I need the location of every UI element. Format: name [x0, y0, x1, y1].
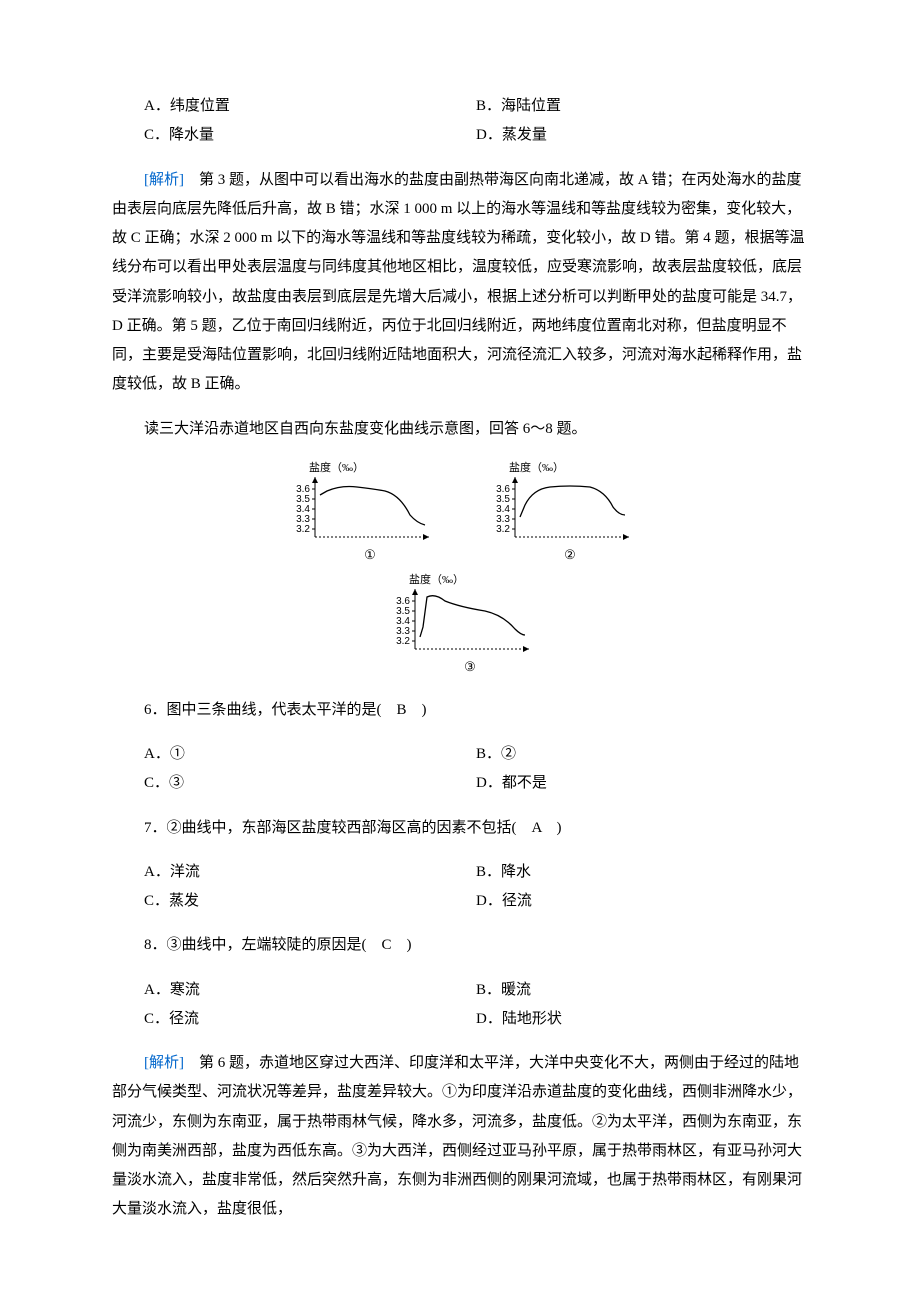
analysis-label: [解析] [144, 172, 184, 188]
q7-option-b: B．降水 [476, 858, 808, 887]
option-d: D．蒸发量 [476, 121, 808, 150]
svg-text:3.5: 3.5 [496, 494, 510, 505]
svg-text:3.4: 3.4 [296, 504, 310, 515]
option-c: C．降水量 [144, 121, 476, 150]
chart-2-ylabel: 盐度（‰） [509, 460, 564, 474]
svg-text:3.2: 3.2 [396, 636, 410, 647]
analysis-q6-8: [解析] 第 6 题，赤道地区穿过大西洋、印度洋和太平洋，大洋中央变化不大，两侧… [112, 1049, 808, 1225]
q6-option-c: C．③ [144, 769, 476, 798]
analysis-text: 第 3 题，从图中可以看出海水的盐度由副热带海区向南北递减，故 A 错；在丙处海… [112, 172, 805, 393]
q6-option-a: A．① [144, 740, 476, 769]
page-container: A．纬度位置 B．海陆位置 C．降水量 D．蒸发量 [解析] 第 3 题，从图中… [0, 0, 920, 1302]
option-a: A．纬度位置 [144, 92, 476, 121]
q6-options: A．① B．② C．③ D．都不是 [112, 740, 808, 799]
q8-option-d: D．陆地形状 [476, 1005, 808, 1034]
svg-text:3.5: 3.5 [396, 606, 410, 617]
chart-1-label: ① [364, 547, 376, 562]
q8-stem: 8．③曲线中，左端较陡的原因是( C ) [112, 931, 808, 960]
chart-1: 盐度（‰） 3.2 3.3 3.4 3.5 3.6 ① [275, 459, 445, 569]
charts-row-2: 盐度（‰） 3.2 3.3 3.4 3.5 3.6 ③ [112, 571, 808, 681]
chart-1-ylabel: 盐度（‰） [309, 460, 364, 474]
svg-text:3.3: 3.3 [496, 514, 510, 525]
q8-option-a: A．寒流 [144, 976, 476, 1005]
q7-option-a: A．洋流 [144, 858, 476, 887]
chart-1-yticks: 3.2 3.3 3.4 3.5 3.6 [296, 484, 315, 535]
q7-option-c: C．蒸发 [144, 887, 476, 916]
q8-options: A．寒流 B．暖流 C．径流 D．陆地形状 [112, 976, 808, 1035]
chart-3-yticks: 3.2 3.3 3.4 3.5 3.6 [396, 596, 415, 647]
q7-option-d: D．径流 [476, 887, 808, 916]
svg-text:3.6: 3.6 [496, 484, 510, 495]
chart-2-curve [520, 486, 625, 517]
svg-text:3.5: 3.5 [296, 494, 310, 505]
intro-q6-8: 读三大洋沿赤道地区自西向东盐度变化曲线示意图，回答 6～8 题。 [112, 415, 808, 444]
analysis-q3-5: [解析] 第 3 题，从图中可以看出海水的盐度由副热带海区向南北递减，故 A 错… [112, 166, 808, 400]
svg-text:3.2: 3.2 [296, 524, 310, 535]
svg-text:3.3: 3.3 [296, 514, 310, 525]
chart-2: 盐度（‰） 3.2 3.3 3.4 3.5 3.6 ② [475, 459, 645, 569]
svg-text:3.3: 3.3 [396, 626, 410, 637]
q7-options: A．洋流 B．降水 C．蒸发 D．径流 [112, 858, 808, 917]
svg-text:3.4: 3.4 [396, 616, 410, 627]
chart-1-curve [320, 486, 425, 525]
chart-3: 盐度（‰） 3.2 3.3 3.4 3.5 3.6 ③ [375, 571, 545, 681]
svg-text:3.2: 3.2 [496, 524, 510, 535]
q8-option-b: B．暖流 [476, 976, 808, 1005]
chart-3-ylabel: 盐度（‰） [409, 572, 464, 586]
analysis-label-2: [解析] [144, 1055, 184, 1071]
svg-text:3.6: 3.6 [396, 596, 410, 607]
chart-3-label: ③ [464, 659, 476, 674]
chart-2-label: ② [564, 547, 576, 562]
chart-3-curve [420, 595, 525, 636]
analysis-text-2: 第 6 题，赤道地区穿过大西洋、印度洋和太平洋，大洋中央变化不大，两侧由于经过的… [112, 1055, 802, 1217]
option-b: B．海陆位置 [476, 92, 808, 121]
chart-2-yticks: 3.2 3.3 3.4 3.5 3.6 [496, 484, 515, 535]
prev-question-options: A．纬度位置 B．海陆位置 C．降水量 D．蒸发量 [112, 92, 808, 151]
charts-row-1: 盐度（‰） 3.2 3.3 3.4 3.5 3.6 ① 盐度（‰） [112, 459, 808, 569]
svg-text:3.6: 3.6 [296, 484, 310, 495]
q7-stem: 7．②曲线中，东部海区盐度较西部海区高的因素不包括( A ) [112, 814, 808, 843]
q8-option-c: C．径流 [144, 1005, 476, 1034]
q6-stem: 6．图中三条曲线，代表太平洋的是( B ) [112, 696, 808, 725]
q6-option-b: B．② [476, 740, 808, 769]
q6-option-d: D．都不是 [476, 769, 808, 798]
svg-text:3.4: 3.4 [496, 504, 510, 515]
